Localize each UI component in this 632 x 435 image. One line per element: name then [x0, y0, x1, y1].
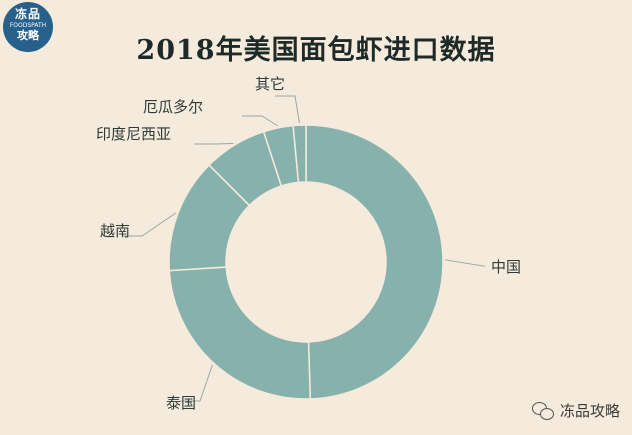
slice-label-6: 其它 [255, 75, 285, 93]
leader-line-4 [194, 142, 234, 145]
donut-slice-6 [292, 124, 307, 184]
leader-line-1 [444, 259, 485, 267]
donut-slice-2 [168, 266, 312, 400]
foodspath-logo: 冻品 FOODSPATH 攻略 [3, 2, 53, 52]
leader-line-5 [242, 115, 279, 127]
donut-slice-1 [305, 124, 444, 400]
leader-line-3 [122, 212, 177, 237]
slice-label-4: 印度尼西亚 [96, 125, 171, 143]
logo-line-2: FOODSPATH [9, 22, 47, 29]
leader-line-6 [275, 95, 300, 124]
leader-line-2 [180, 364, 213, 402]
logo-line-3: 攻略 [17, 29, 39, 42]
slice-label-3: 越南 [100, 222, 130, 240]
watermark: 冻品攻略 [531, 400, 620, 421]
slice-label-1: 中国 [491, 258, 521, 276]
watermark-text: 冻品攻略 [559, 402, 620, 420]
wechat-icon [531, 401, 554, 420]
slice-label-2: 泰国 [166, 394, 196, 412]
logo-line-1: 冻品 [14, 7, 41, 21]
slice-label-5: 厄瓜多尔 [143, 98, 203, 116]
chart-title: 2018年美国面包虾进口数据 [136, 35, 496, 66]
